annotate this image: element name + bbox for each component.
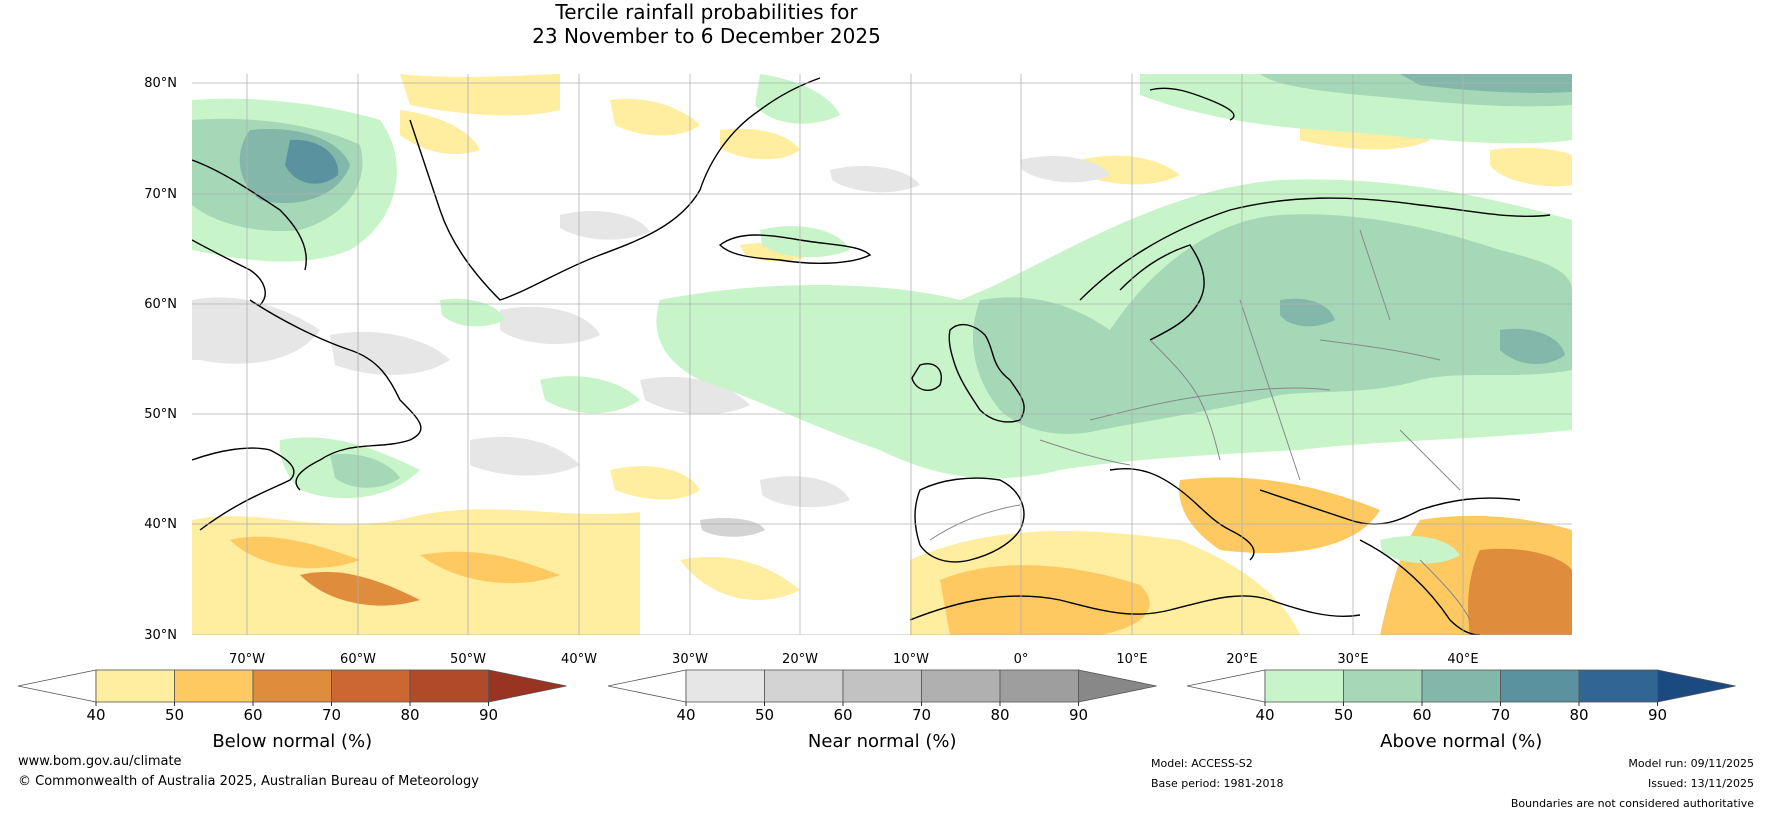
longitude-label: 30°W	[672, 652, 708, 667]
legend-swatch	[1500, 669, 1580, 703]
title-line-2: 23 November to 6 December 2025	[532, 24, 881, 48]
longitude-label: 10°W	[893, 652, 929, 667]
gridlines	[192, 74, 1572, 635]
legend-swatch	[331, 669, 411, 703]
longitude-label: 40°W	[561, 652, 597, 667]
latitude-label: 80°N	[144, 76, 177, 91]
legend-tick-label: 90	[1648, 706, 1667, 724]
legend-arrow-right	[1657, 669, 1736, 703]
issued-text: Issued: 13/11/2025	[1647, 777, 1754, 790]
near-normal-regions	[192, 105, 1440, 537]
legend-tick-label: 60	[833, 706, 852, 724]
longitude-label: 10°E	[1116, 652, 1147, 667]
legend-arrow-left	[607, 669, 687, 703]
legend-tick-label: 50	[755, 706, 774, 724]
country-borders	[929, 229, 1471, 621]
legend-swatch	[685, 669, 765, 703]
legend-2: 40 50 60 70 80 90 Near normal (%)	[607, 669, 1157, 752]
latitude-label: 70°N	[144, 187, 177, 202]
legend-swatch	[999, 669, 1079, 703]
legend-tick-label: 70	[322, 706, 341, 724]
legend-arrow-left	[17, 669, 97, 703]
legend-swatch	[764, 669, 844, 703]
longitude-label: 20°W	[782, 652, 818, 667]
legend-title: Above normal (%)	[1380, 731, 1542, 752]
legend-swatch	[921, 669, 1001, 703]
coastlines	[192, 77, 1551, 635]
map-area	[192, 74, 1572, 635]
legend-3: 40 50 60 70 80 90 Above normal (%)	[1186, 669, 1736, 752]
legend-tick-label: 40	[676, 706, 695, 724]
website-text: www.bom.gov.au/climate	[18, 754, 182, 769]
longitude-label: 0°	[1014, 652, 1029, 667]
legend-tick-label: 70	[912, 706, 931, 724]
longitude-labels: 70°W 60°W 50°W 40°W 30°W 20°W 10°W 0° 10°E 20°E 30…	[229, 652, 1479, 667]
legend-tick-label: 80	[400, 706, 419, 724]
legend-swatch	[1343, 669, 1423, 703]
legend-tick-label: 90	[1069, 706, 1088, 724]
legend-swatch	[174, 669, 254, 703]
below-normal-regions	[192, 74, 1572, 635]
latitude-label: 60°N	[144, 297, 177, 312]
legend-tick-label: 60	[1412, 706, 1431, 724]
title-line-1: Tercile rainfall probabilities for	[555, 0, 858, 24]
legend-tick-label: 60	[243, 706, 262, 724]
legend-tick-label: 80	[990, 706, 1009, 724]
legend-tick-label: 50	[1334, 706, 1353, 724]
legend-swatch	[252, 669, 332, 703]
copyright-text: © Commonwealth of Australia 2025, Austra…	[18, 774, 479, 789]
model-text: Model: ACCESS-S2	[1151, 757, 1253, 770]
legend-swatch	[842, 669, 922, 703]
legend-tick-label: 40	[1255, 706, 1274, 724]
legend-title: Near normal (%)	[808, 731, 957, 752]
longitude-label: 70°W	[229, 652, 265, 667]
disclaimer-text: Boundaries are not considered authoritat…	[1510, 797, 1754, 810]
legend-swatch	[409, 669, 489, 703]
legend-swatch	[1421, 669, 1501, 703]
legend-tick-label: 70	[1491, 706, 1510, 724]
model-run-text: Model run: 09/11/2025	[1628, 757, 1754, 770]
longitude-label: 50°W	[450, 652, 486, 667]
legend-arrow-right	[1078, 669, 1157, 703]
legend-arrow-left	[1186, 669, 1266, 703]
latitude-label: 50°N	[144, 407, 177, 422]
legend-swatch	[95, 669, 175, 703]
longitude-label: 20°E	[1226, 652, 1257, 667]
legend-tick-label: 40	[86, 706, 105, 724]
legend-tick-label: 90	[479, 706, 498, 724]
latitude-label: 30°N	[144, 628, 177, 643]
legend-tick-label: 50	[165, 706, 184, 724]
latitude-label: 40°N	[144, 517, 177, 532]
map-title: Tercile rainfall probabilities for 23 No…	[0, 0, 1413, 48]
legend-swatch	[1264, 669, 1344, 703]
legend-tick-label: 80	[1569, 706, 1588, 724]
longitude-label: 60°W	[340, 652, 376, 667]
above-normal-regions	[192, 74, 1572, 564]
legend-swatch	[1578, 669, 1658, 703]
legend-arrow-right	[488, 669, 567, 703]
longitude-label: 30°E	[1337, 652, 1368, 667]
legend-title: Below normal (%)	[212, 731, 372, 752]
legend-1: 40 50 60 70 80 90 Below normal (%)	[17, 669, 567, 752]
legends: 40 50 60 70 80 90 Below normal (%) 40 50 60 70 80 90…	[17, 669, 1736, 752]
base-period-text: Base period: 1981-2018	[1151, 777, 1284, 790]
latitude-labels: 80°N 70°N 60°N 50°N 40°N 30°N	[144, 76, 177, 643]
longitude-label: 40°E	[1447, 652, 1478, 667]
